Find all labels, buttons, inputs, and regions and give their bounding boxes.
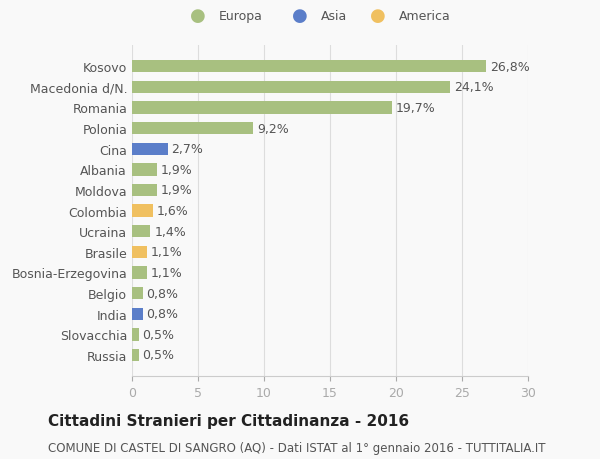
Text: 0,5%: 0,5% (143, 349, 175, 362)
Text: 2,7%: 2,7% (172, 143, 203, 156)
Text: COMUNE DI CASTEL DI SANGRO (AQ) - Dati ISTAT al 1° gennaio 2016 - TUTTITALIA.IT: COMUNE DI CASTEL DI SANGRO (AQ) - Dati I… (48, 441, 545, 453)
Text: ●: ● (370, 7, 386, 25)
Text: ●: ● (292, 7, 308, 25)
Bar (132, 102, 392, 114)
Bar (132, 61, 486, 73)
Text: 1,9%: 1,9% (161, 163, 193, 176)
Bar (132, 205, 153, 217)
Text: 0,8%: 0,8% (146, 287, 179, 300)
Text: 1,9%: 1,9% (161, 184, 193, 197)
Text: 9,2%: 9,2% (257, 123, 289, 135)
Bar (132, 82, 450, 94)
Text: 24,1%: 24,1% (454, 81, 494, 94)
Bar (132, 123, 253, 135)
Text: 26,8%: 26,8% (490, 61, 529, 73)
Bar (132, 164, 157, 176)
Text: 0,8%: 0,8% (146, 308, 179, 320)
Text: 1,1%: 1,1% (151, 246, 182, 259)
Text: America: America (399, 10, 451, 22)
Text: 1,6%: 1,6% (157, 205, 189, 218)
Text: 19,7%: 19,7% (396, 102, 436, 115)
Bar (132, 246, 146, 258)
Bar (132, 287, 143, 300)
Bar (132, 349, 139, 361)
Bar (132, 143, 167, 156)
Text: ●: ● (190, 7, 206, 25)
Bar (132, 308, 143, 320)
Bar (132, 185, 157, 197)
Text: 0,5%: 0,5% (143, 328, 175, 341)
Text: Europa: Europa (219, 10, 263, 22)
Text: 1,4%: 1,4% (154, 225, 186, 238)
Text: Asia: Asia (321, 10, 347, 22)
Text: Cittadini Stranieri per Cittadinanza - 2016: Cittadini Stranieri per Cittadinanza - 2… (48, 413, 409, 428)
Bar (132, 225, 151, 238)
Bar (132, 329, 139, 341)
Bar (132, 267, 146, 279)
Text: 1,1%: 1,1% (151, 266, 182, 280)
